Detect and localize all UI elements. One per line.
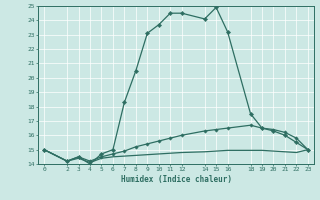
X-axis label: Humidex (Indice chaleur): Humidex (Indice chaleur) (121, 175, 231, 184)
